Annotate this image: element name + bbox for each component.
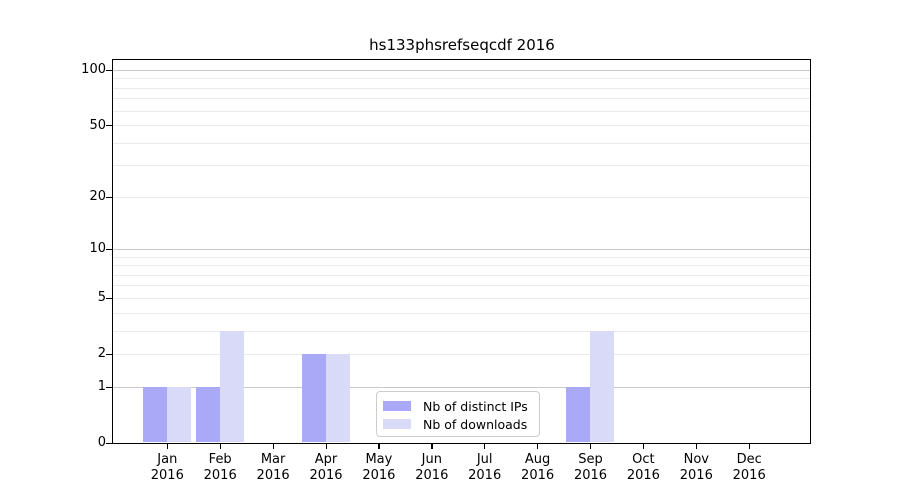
gridline-major [112, 248, 810, 250]
bar-downloads [219, 330, 244, 443]
bar-distinct-ips [142, 386, 167, 443]
legend-swatch-ips [383, 401, 411, 411]
x-tick-mark [219, 443, 221, 449]
gridline-minor [112, 165, 810, 167]
legend: Nb of distinct IPs Nb of downloads [376, 391, 540, 437]
y-tick-label: 2 [97, 346, 106, 362]
x-tick-label: Jun 2016 [415, 452, 449, 483]
x-tick-label: Oct 2016 [626, 452, 660, 483]
plot-area [111, 58, 811, 444]
x-tick-label: Sep 2016 [573, 452, 608, 483]
gridline-minor [112, 297, 810, 299]
y-tick-label: 20 [89, 189, 106, 205]
y-tick-label: 1 [97, 379, 106, 395]
y-tick-label: 10 [89, 241, 106, 257]
gridline-minor [112, 196, 810, 198]
y-tick-mark [105, 353, 112, 356]
gridline-minor [112, 125, 810, 127]
legend-swatch-downloads [383, 419, 411, 429]
x-tick-label: Jul 2016 [468, 452, 502, 483]
bar-distinct-ips [301, 353, 326, 443]
x-tick-mark [325, 443, 327, 449]
x-tick-mark [431, 443, 433, 449]
legend-item: Nb of downloads [383, 415, 539, 433]
x-tick-label: Apr 2016 [309, 452, 343, 483]
bar-distinct-ips [195, 386, 220, 443]
y-tick-mark [105, 196, 112, 199]
bar-distinct-ips [566, 386, 590, 443]
legend-label: Nb of distinct IPs [423, 398, 528, 414]
chart-title: hs133phsrefseqcdf 2016 [369, 36, 555, 54]
x-tick-mark [537, 443, 539, 449]
gridline-minor [112, 87, 810, 89]
gridline-minor [112, 142, 810, 144]
bar-downloads [590, 330, 614, 443]
x-tick-label: Nov 2016 [679, 452, 713, 483]
y-tick-mark [105, 69, 112, 72]
gridline-major [112, 69, 810, 71]
gridline-minor [112, 265, 810, 267]
gridline-minor [112, 110, 810, 112]
y-tick-mark [105, 125, 112, 127]
x-tick-mark [748, 443, 750, 449]
y-tick-mark [105, 442, 112, 444]
legend-item: Nb of distinct IPs [383, 397, 539, 415]
x-tick-label: Feb 2016 [203, 452, 237, 483]
y-tick-mark [105, 248, 112, 251]
x-tick-mark [590, 443, 592, 449]
x-tick-mark [484, 443, 486, 449]
gridline-minor [112, 285, 810, 287]
bar-downloads [325, 353, 350, 443]
y-tick-mark [105, 297, 112, 300]
x-tick-label: May 2016 [362, 452, 396, 483]
x-tick-mark [642, 443, 645, 449]
x-tick-label: Jan 2016 [150, 452, 184, 483]
y-tick-label: 100 [81, 62, 106, 78]
gridline-minor [112, 274, 810, 276]
y-tick-label: 50 [89, 117, 106, 133]
x-tick-mark [695, 443, 698, 449]
x-tick-label: Dec 2016 [732, 452, 766, 483]
bar-downloads [166, 386, 191, 443]
gridline-minor [112, 78, 810, 80]
gridline-minor [112, 98, 810, 100]
x-tick-mark [166, 443, 169, 449]
y-tick-label: 0 [97, 435, 106, 450]
gridline-major [112, 386, 810, 388]
y-tick-mark [105, 386, 112, 388]
x-tick-mark [272, 443, 274, 449]
gridline-minor [112, 330, 810, 332]
gridline-minor [112, 353, 810, 355]
y-tick-label: 5 [97, 290, 106, 306]
x-tick-label: Aug 2016 [521, 452, 555, 483]
legend-label: Nb of downloads [423, 416, 528, 432]
x-tick-mark [378, 443, 380, 449]
gridline-minor [112, 256, 810, 258]
x-tick-label: Mar 2016 [256, 452, 290, 483]
gridline-minor [112, 312, 810, 314]
